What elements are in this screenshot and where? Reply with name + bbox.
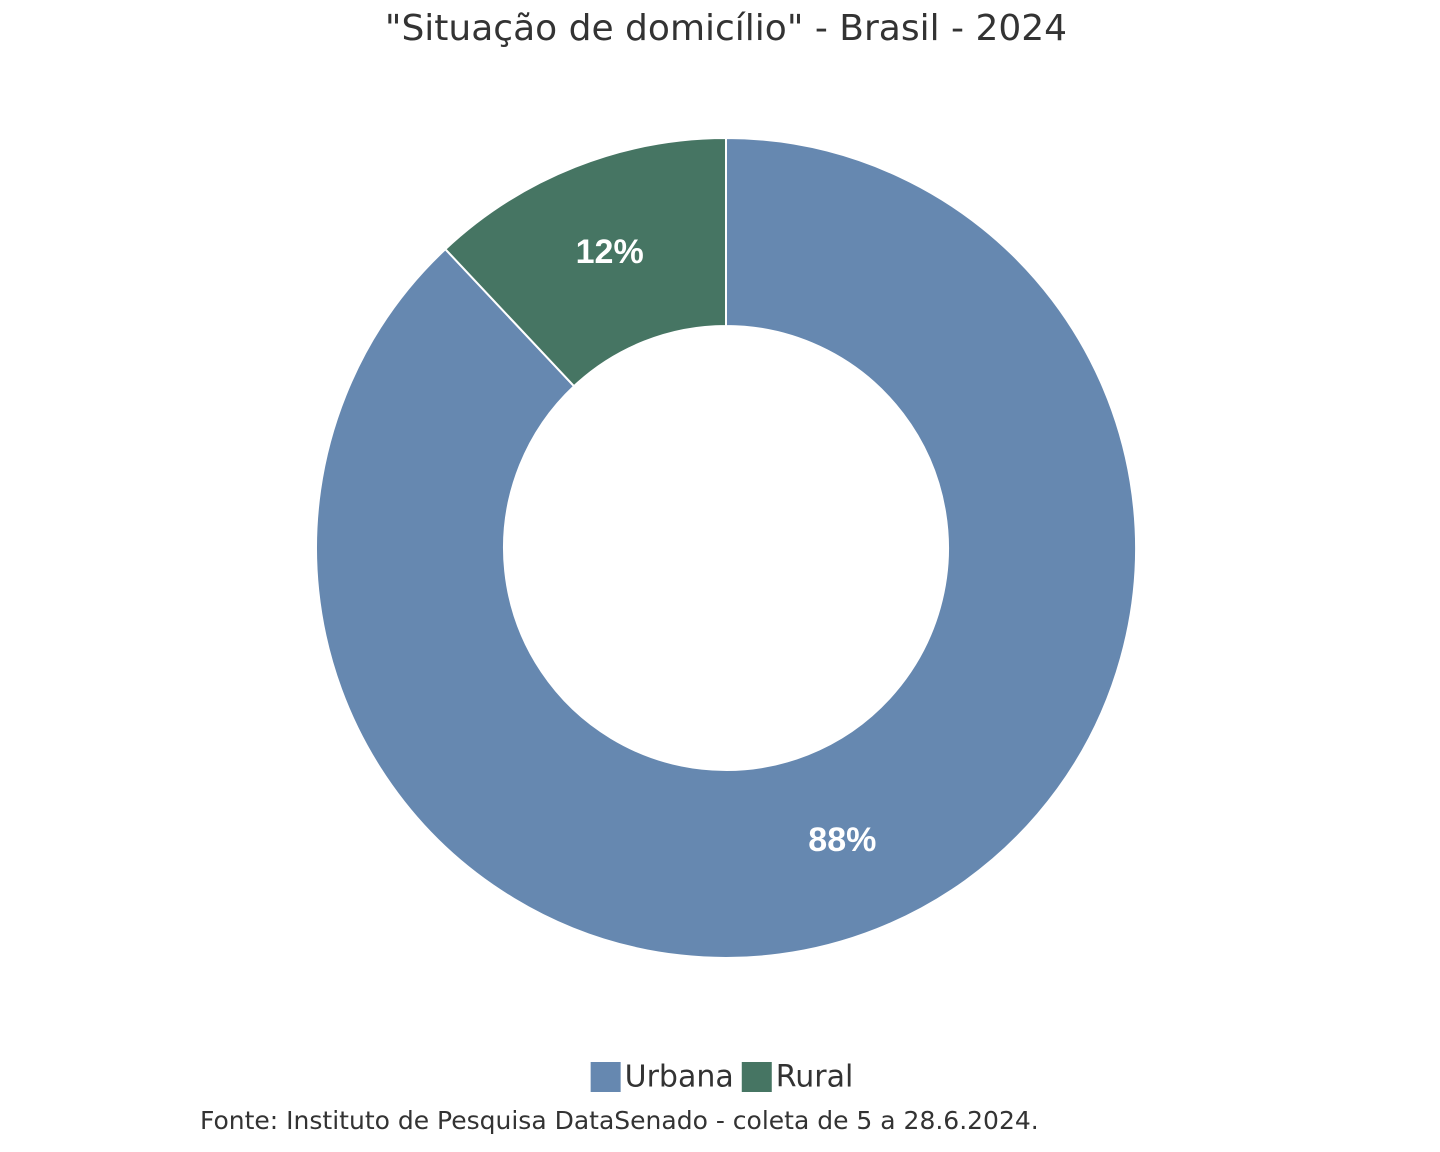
donut-slice	[443, 136, 727, 388]
chart-title: "Situação de domicílio" - Brasil - 2024	[385, 8, 1067, 49]
source-note: Fonte: Instituto de Pesquisa DataSenado …	[200, 1106, 1039, 1135]
legend-label: Rural	[776, 1060, 854, 1095]
legend-swatch	[590, 1062, 621, 1092]
legend-label: Urbana	[625, 1060, 734, 1095]
data-label: 88%	[808, 821, 876, 859]
data-label: 12%	[576, 233, 644, 271]
donut-slice	[315, 136, 1137, 959]
legend-swatch	[741, 1062, 772, 1092]
